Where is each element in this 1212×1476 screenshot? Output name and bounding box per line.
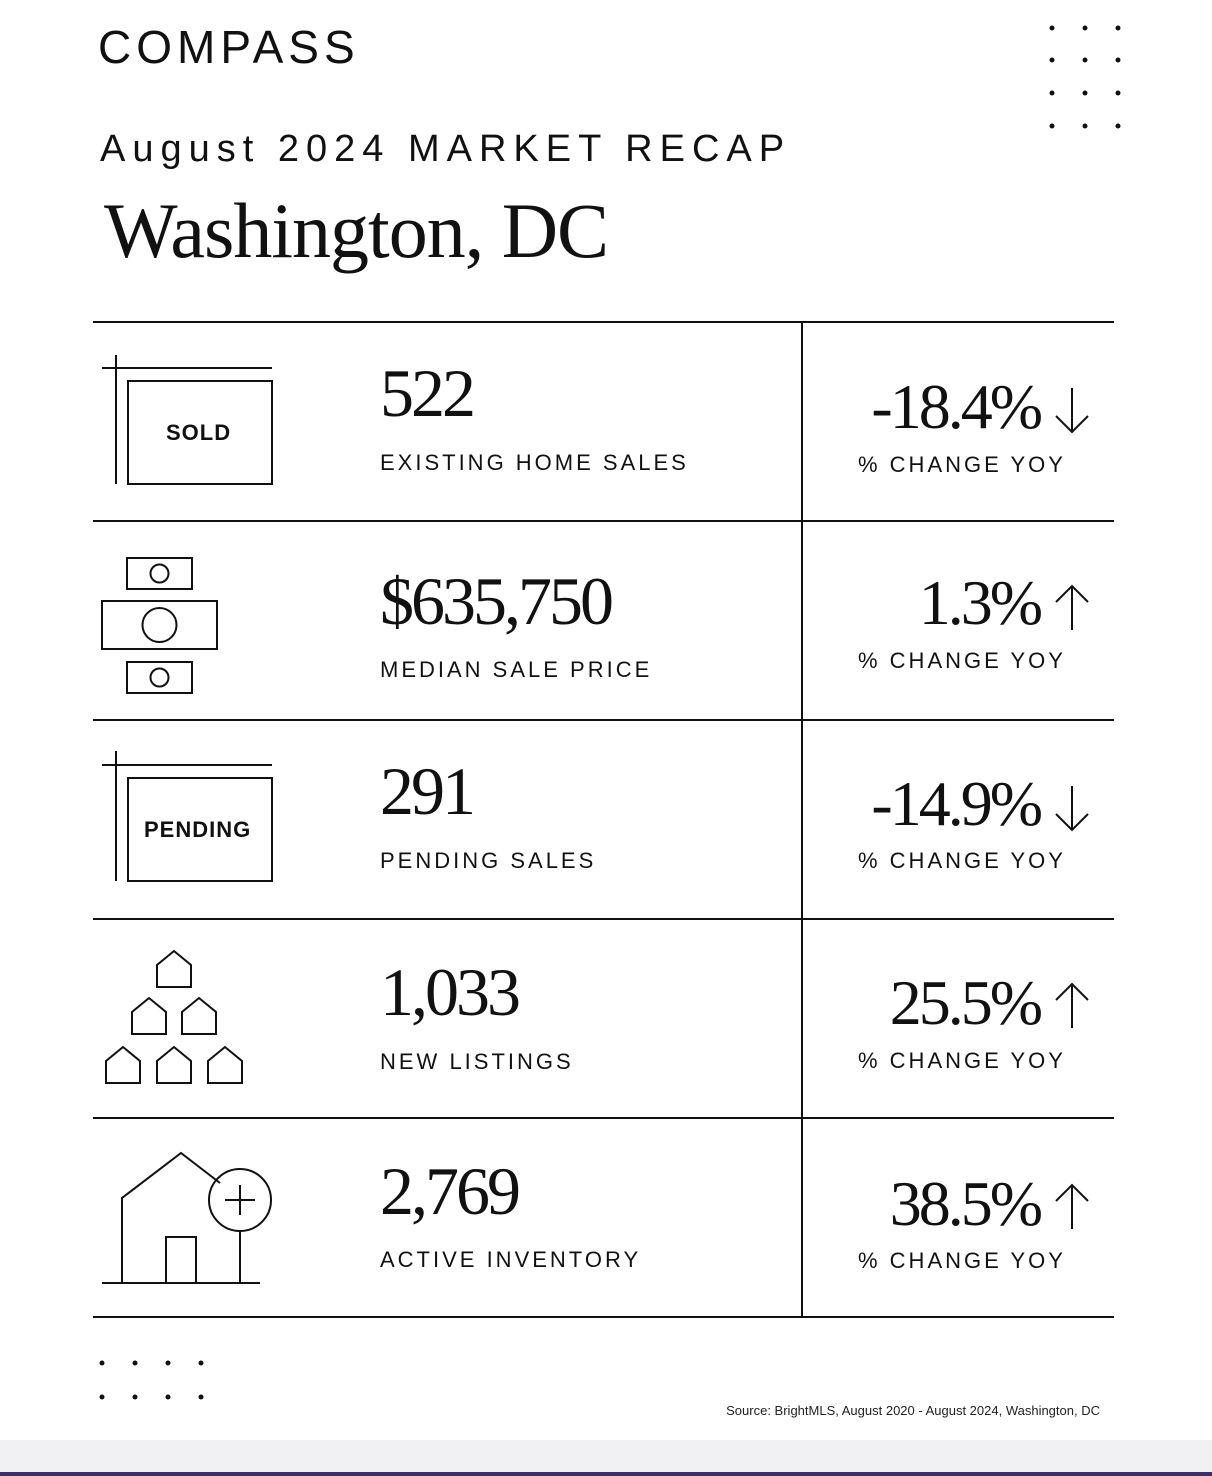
change-label: % CHANGE YOY	[858, 848, 1066, 873]
subtitle: August 2024 MARKET RECAP	[100, 128, 792, 170]
change-value: 25.5%	[889, 967, 1043, 1038]
change-value: 38.5%	[889, 1168, 1043, 1239]
stat-label: MEDIAN SALE PRICE	[380, 657, 653, 682]
change-label: % CHANGE YOY	[858, 1048, 1066, 1073]
change-label: % CHANGE YOY	[858, 1248, 1066, 1273]
change-label: % CHANGE YOY	[858, 648, 1066, 673]
stat-value: 522	[380, 355, 476, 431]
sign-label: SOLD	[166, 420, 232, 445]
change-value: 1.3%	[918, 567, 1043, 638]
pending-sign-icon	[102, 751, 273, 882]
change-label: % CHANGE YOY	[858, 452, 1066, 477]
sold-sign-icon	[102, 355, 273, 485]
stat-value: 2,769	[380, 1153, 521, 1229]
stat-label: ACTIVE INVENTORY	[380, 1247, 642, 1272]
change-value: -14.9%	[871, 768, 1043, 839]
table-lines	[93, 321, 1114, 1318]
stat-value: 291	[380, 753, 476, 829]
stat-value: $635,750	[380, 563, 614, 639]
title: Washington, DC	[104, 187, 609, 274]
source-note: Source: BrightMLS, August 2020 - August …	[726, 1403, 1100, 1418]
dots	[99, 25, 1121, 1400]
stat-label: NEW LISTINGS	[380, 1049, 574, 1074]
houses-icon	[105, 949, 243, 1084]
stat-label: PENDING SALES	[380, 848, 597, 873]
change-value: -18.4%	[871, 371, 1043, 442]
stat-label: EXISTING HOME SALES	[380, 450, 689, 475]
money-icon	[101, 557, 218, 694]
trend-arrows	[1055, 388, 1089, 1229]
stat-value: 1,033	[380, 954, 521, 1030]
house-plus-icon	[102, 1151, 272, 1284]
sign-label: PENDING	[144, 817, 252, 842]
brand: COMPASS	[98, 21, 360, 73]
